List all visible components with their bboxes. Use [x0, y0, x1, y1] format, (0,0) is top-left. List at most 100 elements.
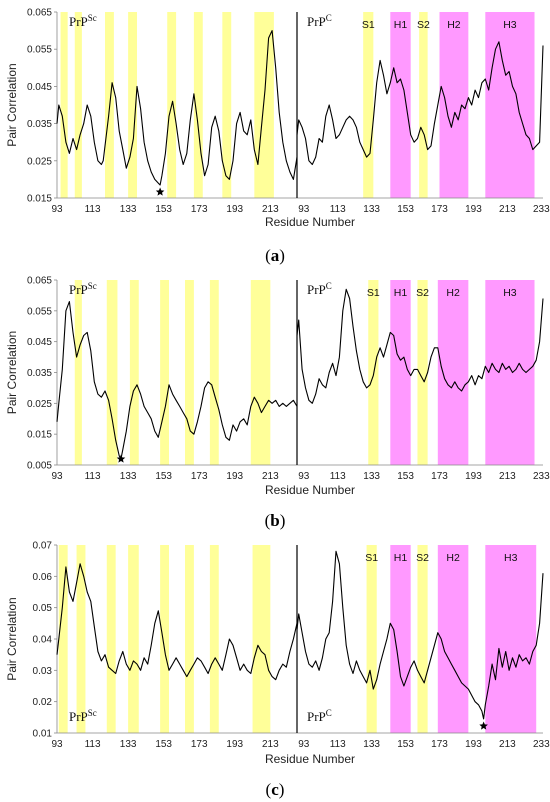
band-prpsc: [129, 280, 139, 465]
band-prpsc: [128, 12, 137, 198]
region-h1: [390, 545, 411, 733]
protein-label-prpsc: PrPSc: [69, 281, 97, 297]
region-s1: [366, 545, 377, 733]
x-tick-label: 173: [191, 739, 208, 750]
y-tick-label: 0.07: [33, 541, 53, 552]
protein-label-prpc: PrPC: [307, 281, 332, 297]
y-axis-title: Pair Correlation: [5, 597, 19, 680]
y-tick-label: 0.01: [33, 729, 53, 740]
series-line-prpc: [296, 550, 544, 720]
y-tick-label: 0.025: [27, 399, 52, 410]
x-tick-label: 153: [155, 471, 172, 482]
region-h3: [485, 12, 535, 198]
y-tick-label: 0.025: [27, 156, 52, 167]
region-label-h1: H1: [394, 287, 408, 299]
y-tick-label: 0.035: [27, 119, 52, 130]
min-marker-star: [116, 454, 126, 463]
x-tick-label: 113: [330, 471, 346, 482]
x-tick-label: 93: [298, 471, 310, 482]
protein-label-prpc: PrPC: [307, 708, 332, 724]
band-prpsc: [185, 280, 194, 465]
y-axis-title: Pair Correlation: [5, 63, 19, 146]
region-s2: [417, 280, 428, 465]
x-tick-label: 193: [465, 739, 482, 750]
x-tick-label: 213: [499, 739, 516, 750]
x-tick-label: 173: [191, 471, 208, 482]
y-tick-label: 0.015: [27, 194, 52, 205]
series-line-prpc: [296, 41, 544, 166]
x-tick-label: 153: [155, 204, 172, 215]
x-tick-label: 213: [499, 471, 516, 482]
x-tick-label: 213: [262, 204, 279, 215]
y-tick-label: 0.015: [27, 430, 52, 441]
region-label-h3: H3: [503, 287, 517, 299]
y-tick-label: 0.045: [27, 337, 52, 348]
band-prpsc: [222, 12, 232, 198]
region-label-s1: S1: [365, 552, 378, 564]
x-tick-label: 113: [85, 471, 101, 482]
band-prpsc: [209, 545, 219, 733]
band-prpsc: [76, 545, 86, 733]
x-tick-label: 113: [330, 204, 346, 215]
x-tick-label: 213: [499, 204, 516, 215]
band-prpsc: [160, 280, 169, 465]
y-tick-label: 0.065: [27, 276, 52, 287]
x-tick-label: 193: [226, 204, 243, 215]
y-tick-label: 0.03: [33, 666, 53, 677]
region-s1: [363, 12, 374, 198]
band-prpsc: [209, 280, 219, 465]
region-label-h2: H2: [447, 19, 461, 31]
x-tick-label: 193: [465, 204, 482, 215]
region-label-s1: S1: [367, 287, 380, 299]
region-label-s1: S1: [362, 19, 375, 31]
x-tick-label: 133: [363, 204, 380, 215]
protein-label-prpc: PrPC: [307, 13, 332, 29]
x-axis-title: Residue Number: [265, 752, 355, 766]
y-tick-label: 0.045: [27, 82, 52, 93]
x-tick-label: 133: [120, 204, 137, 215]
region-h1: [390, 280, 411, 465]
x-tick-label: 93: [51, 739, 63, 750]
y-tick-label: 0.035: [27, 368, 52, 379]
band-prpsc: [250, 280, 271, 465]
x-tick-label: 213: [262, 471, 279, 482]
region-label-h2: H2: [446, 552, 460, 564]
x-tick-label: 213: [262, 739, 279, 750]
band-prpsc: [193, 12, 203, 198]
region-label-h1: H1: [394, 552, 408, 564]
band-prpsc: [60, 12, 68, 198]
panel-label: (b): [265, 511, 286, 530]
x-tick-label: 133: [120, 739, 137, 750]
region-label-h2: H2: [446, 287, 460, 299]
band-prpsc: [252, 545, 271, 733]
x-tick-label: 173: [431, 739, 448, 750]
x-tick-label: 233: [533, 471, 550, 482]
x-tick-label: 233: [533, 204, 550, 215]
protein-label-prpsc: PrPSc: [69, 708, 97, 724]
y-tick-label: 0.055: [27, 45, 52, 56]
y-tick-label: 0.065: [27, 8, 52, 19]
x-tick-label: 153: [397, 739, 414, 750]
band-prpsc: [106, 280, 118, 465]
x-tick-label: 173: [431, 204, 448, 215]
y-tick-label: 0.02: [33, 697, 53, 708]
x-tick-label: 173: [191, 204, 208, 215]
band-prpsc: [74, 12, 82, 198]
region-label-h3: H3: [504, 552, 518, 564]
band-prpsc: [106, 545, 116, 733]
band-prpsc: [185, 545, 194, 733]
y-tick-label: 0.005: [27, 461, 52, 472]
chart-panel-c: S1 H1 S2 H2 H3 0.01 0.02 0.03 0.04 0.05 0.06 0.07 93…: [5, 541, 550, 800]
x-tick-label: 193: [226, 739, 243, 750]
x-tick-label: 113: [85, 204, 101, 215]
region-label-s2: S2: [416, 552, 429, 564]
band-prpsc: [74, 280, 82, 465]
x-tick-label: 133: [363, 739, 380, 750]
y-axis-title: Pair Correlation: [5, 331, 19, 414]
x-tick-label: 193: [465, 471, 482, 482]
region-label-h3: H3: [503, 19, 517, 31]
x-axis-title: Residue Number: [265, 483, 355, 497]
region-h3: [485, 280, 535, 465]
panel-label: (a): [265, 246, 285, 265]
